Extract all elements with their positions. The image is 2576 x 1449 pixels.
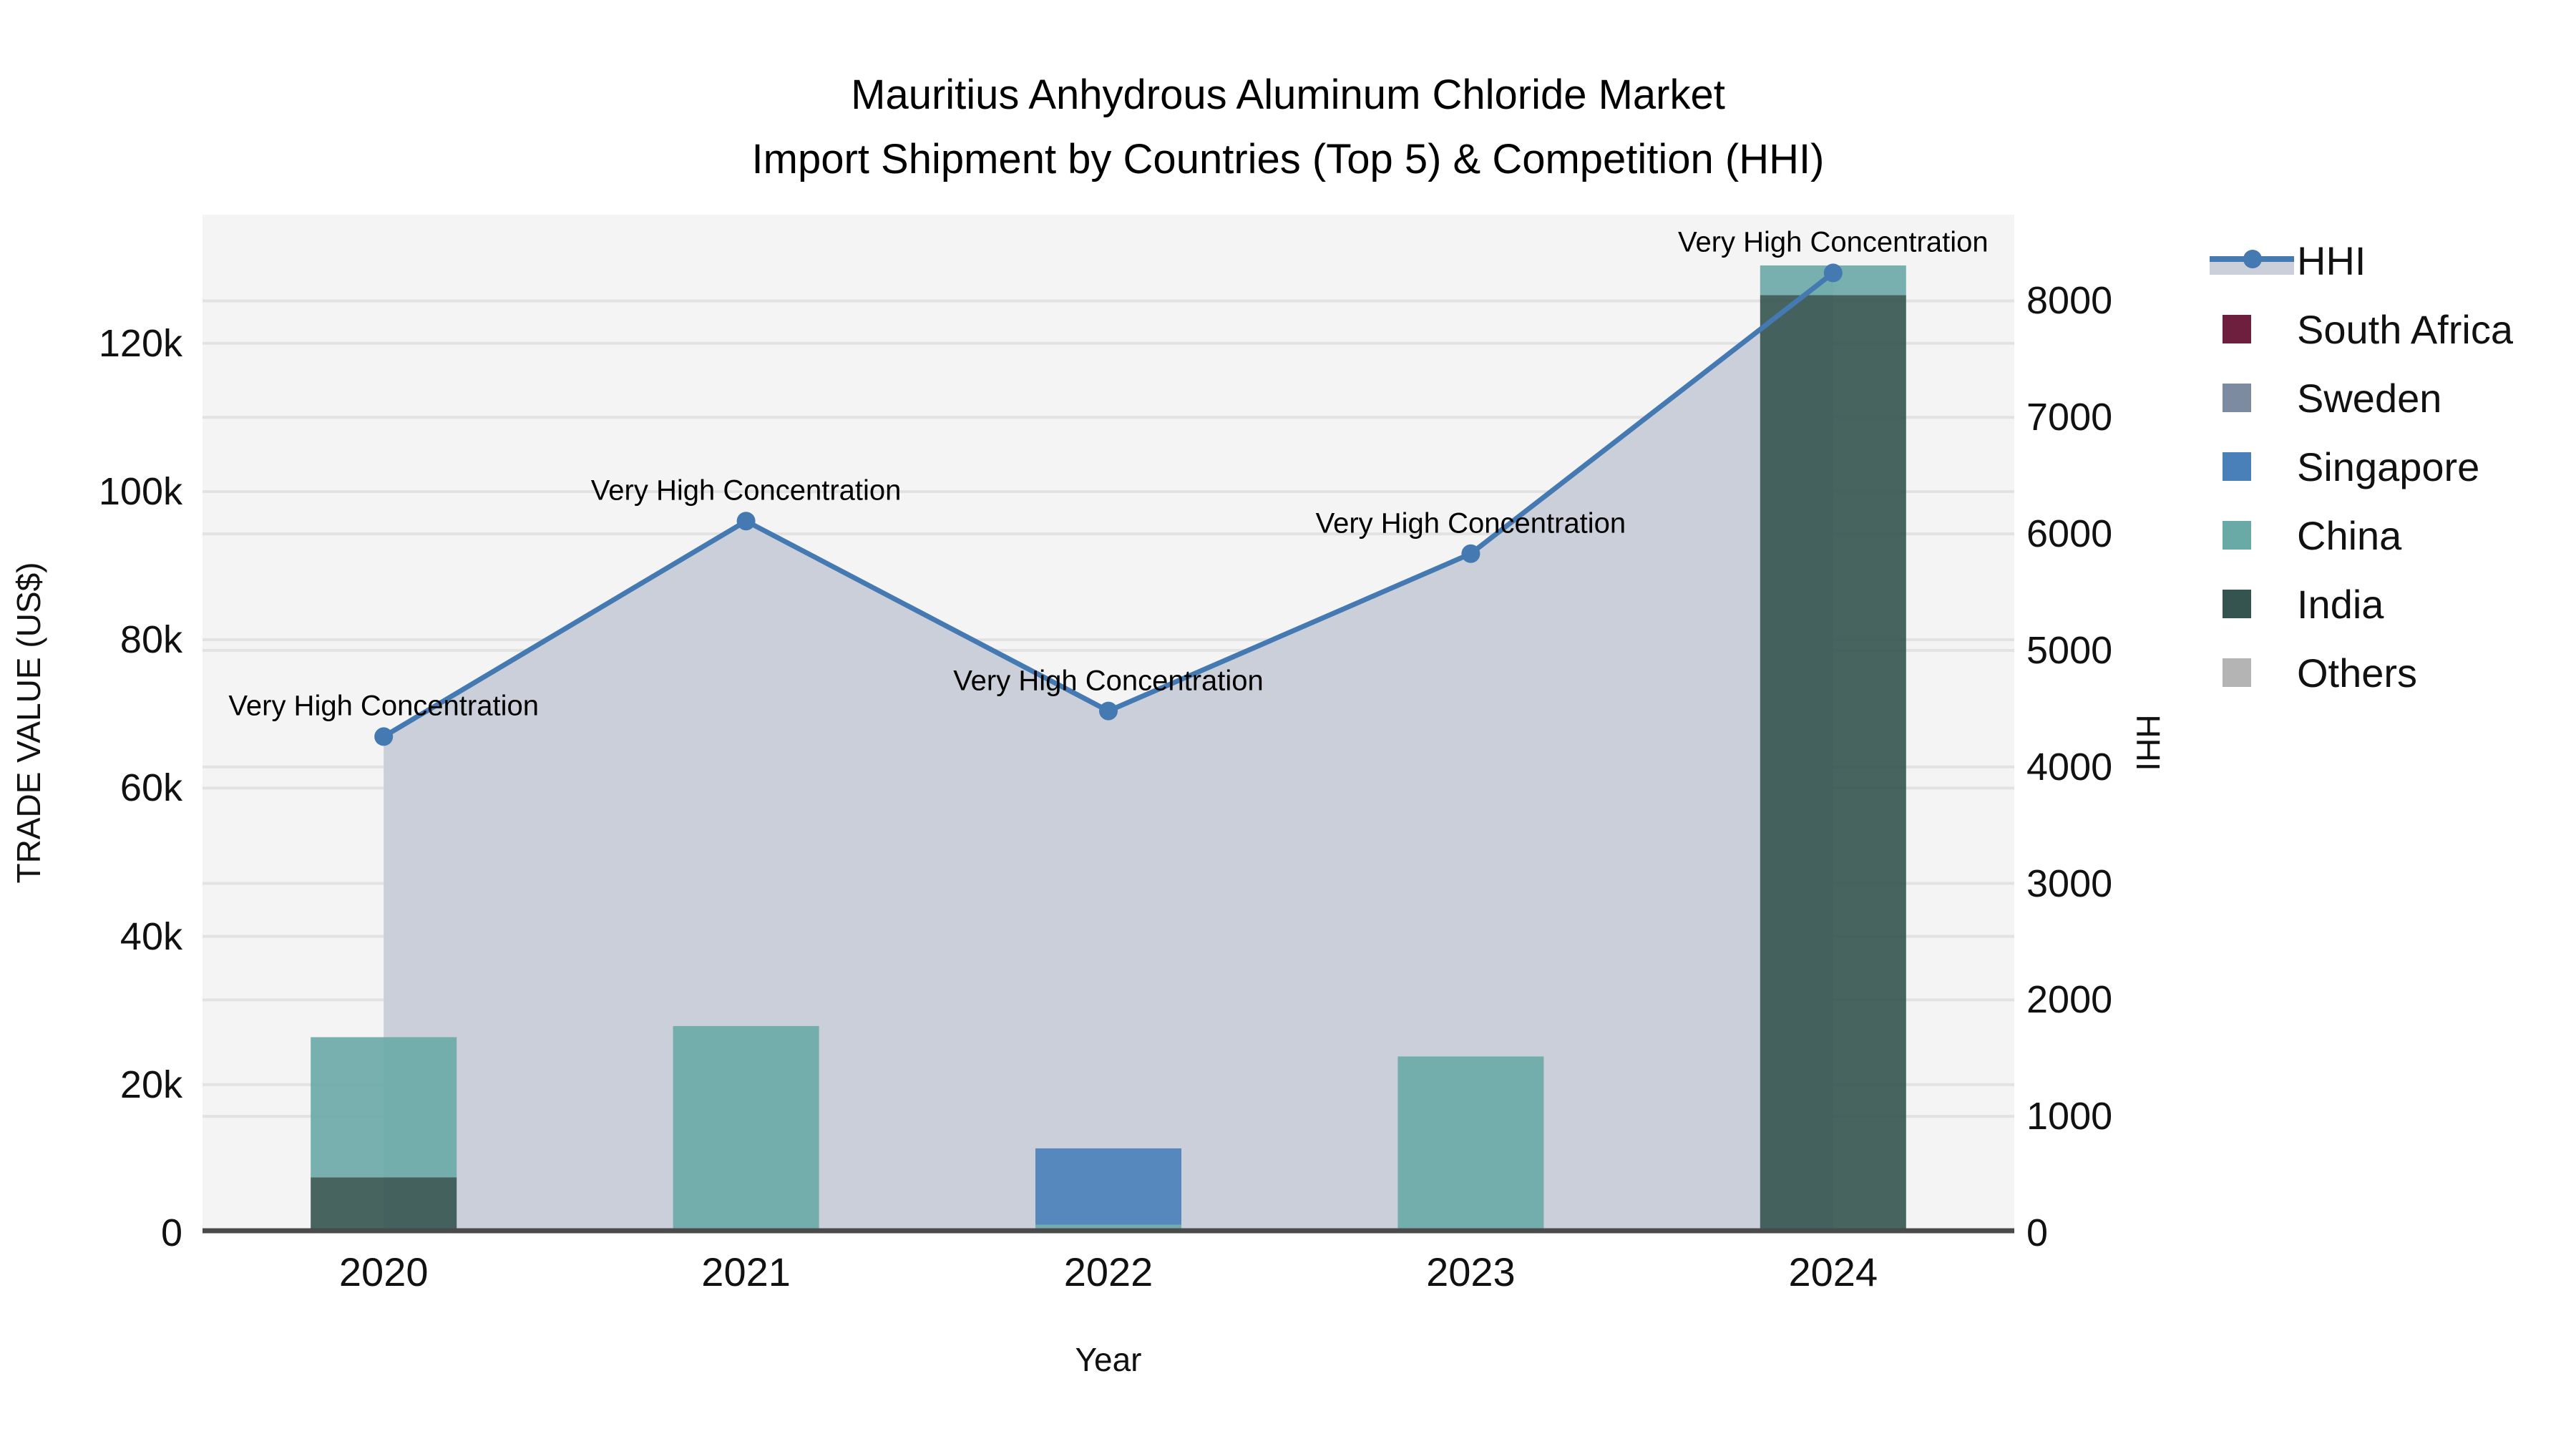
annotation-2024: Very High Concentration xyxy=(1678,226,1989,258)
legend-color-swatch-icon xyxy=(2223,590,2251,618)
bar-segment-china-2021[interactable] xyxy=(673,1025,819,1233)
left-tick-label: 20k xyxy=(119,1063,182,1106)
annotation-2023: Very High Concentration xyxy=(1315,507,1626,540)
x-tick-label-2024: 2024 xyxy=(1788,1249,1878,1294)
left-tick-label: 40k xyxy=(119,914,182,958)
bar-segment-india-2020[interactable] xyxy=(311,1177,457,1233)
legend-label: Others xyxy=(2297,650,2418,696)
hhi-area-fill xyxy=(384,273,1833,1233)
hhi-marker-2021[interactable] xyxy=(736,512,756,531)
left-tick-label: 60k xyxy=(119,766,182,810)
legend-label: South Africa xyxy=(2297,306,2513,352)
right-tick-label: 4000 xyxy=(2026,745,2113,789)
bar-segment-china-2023[interactable] xyxy=(1397,1056,1544,1233)
legend-item-china[interactable]: China xyxy=(2208,501,2573,570)
x-tick-label-2023: 2023 xyxy=(1426,1249,1516,1294)
legend-item-singapore[interactable]: Singapore xyxy=(2208,432,2573,501)
hhi-marker-2022[interactable] xyxy=(1099,701,1118,721)
legend-label: HHI xyxy=(2297,238,2366,283)
legend-item-south-africa[interactable]: South Africa xyxy=(2208,295,2573,364)
chart-title-line2: Import Shipment by Countries (Top 5) & C… xyxy=(751,136,1825,182)
legend-item-hhi[interactable]: HHI xyxy=(2208,226,2573,295)
legend-swatch-cell xyxy=(2208,384,2297,412)
bar-segment-singapore-2022[interactable] xyxy=(1035,1148,1181,1225)
right-tick-label: 7000 xyxy=(2026,396,2113,439)
annotation-2021: Very High Concentration xyxy=(590,474,902,507)
legend-swatch-cell xyxy=(2208,521,2297,550)
legend: HHI South Africa Sweden Singapore China India… xyxy=(2208,226,2573,707)
x-axis-title: Year xyxy=(1075,1341,1142,1378)
legend-item-sweden[interactable]: Sweden xyxy=(2208,364,2573,432)
left-tick-label: 0 xyxy=(160,1211,182,1254)
legend-swatch-cell xyxy=(2208,315,2297,343)
legend-label: China xyxy=(2297,512,2402,558)
right-tick-label: 3000 xyxy=(2026,862,2113,905)
legend-color-swatch-icon xyxy=(2223,315,2251,343)
legend-swatch-cell xyxy=(2208,658,2297,687)
legend-label: Sweden xyxy=(2297,375,2442,421)
right-tick-label: 0 xyxy=(2026,1211,2049,1254)
hhi-marker-2023[interactable] xyxy=(1461,544,1480,563)
plot-area xyxy=(203,215,2014,1234)
legend-color-swatch-icon xyxy=(2223,452,2251,481)
chart-title: Mauritius Anhydrous Aluminum Chloride Ma… xyxy=(0,63,2576,192)
legend-swatch-cell xyxy=(2208,452,2297,481)
left-tick-label: 80k xyxy=(119,618,182,662)
legend-swatch-cell xyxy=(2208,243,2297,278)
right-tick-label: 8000 xyxy=(2026,279,2113,323)
left-tick-label: 120k xyxy=(98,321,182,365)
x-tick-label-2021: 2021 xyxy=(701,1249,791,1294)
annotation-2020: Very High Concentration xyxy=(228,690,539,722)
hhi-line-swatch-icon xyxy=(2210,243,2294,278)
bar-segment-china-2020[interactable] xyxy=(311,1037,457,1178)
right-tick-label: 1000 xyxy=(2026,1095,2113,1138)
annotation-2022: Very High Concentration xyxy=(953,665,1264,697)
legend-swatch-cell xyxy=(2208,590,2297,618)
hhi-marker-2020[interactable] xyxy=(374,727,394,746)
legend-color-swatch-icon xyxy=(2223,384,2251,412)
legend-label: India xyxy=(2297,581,2384,627)
right-tick-label: 2000 xyxy=(2026,978,2113,1022)
legend-color-swatch-icon xyxy=(2223,658,2251,687)
right-tick-label: 6000 xyxy=(2026,512,2113,556)
chart-title-line1: Mauritius Anhydrous Aluminum Chloride Ma… xyxy=(851,72,1725,118)
hhi-marker-2024[interactable] xyxy=(1823,263,1843,283)
legend-label: Singapore xyxy=(2297,444,2480,489)
legend-item-others[interactable]: Others xyxy=(2208,638,2573,707)
x-tick-label-2020: 2020 xyxy=(338,1249,429,1294)
legend-item-india[interactable]: India xyxy=(2208,570,2573,638)
right-tick-label: 5000 xyxy=(2026,628,2113,672)
bar-segment-india-2024[interactable] xyxy=(1760,295,1906,1233)
x-tick-label-2022: 2022 xyxy=(1063,1249,1153,1294)
y-axis-title: TRADE VALUE (US$) xyxy=(10,562,47,884)
legend-color-swatch-icon xyxy=(2223,521,2251,550)
left-tick-label: 100k xyxy=(98,469,182,513)
secondary-y-axis-title: HHI xyxy=(2129,714,2167,771)
